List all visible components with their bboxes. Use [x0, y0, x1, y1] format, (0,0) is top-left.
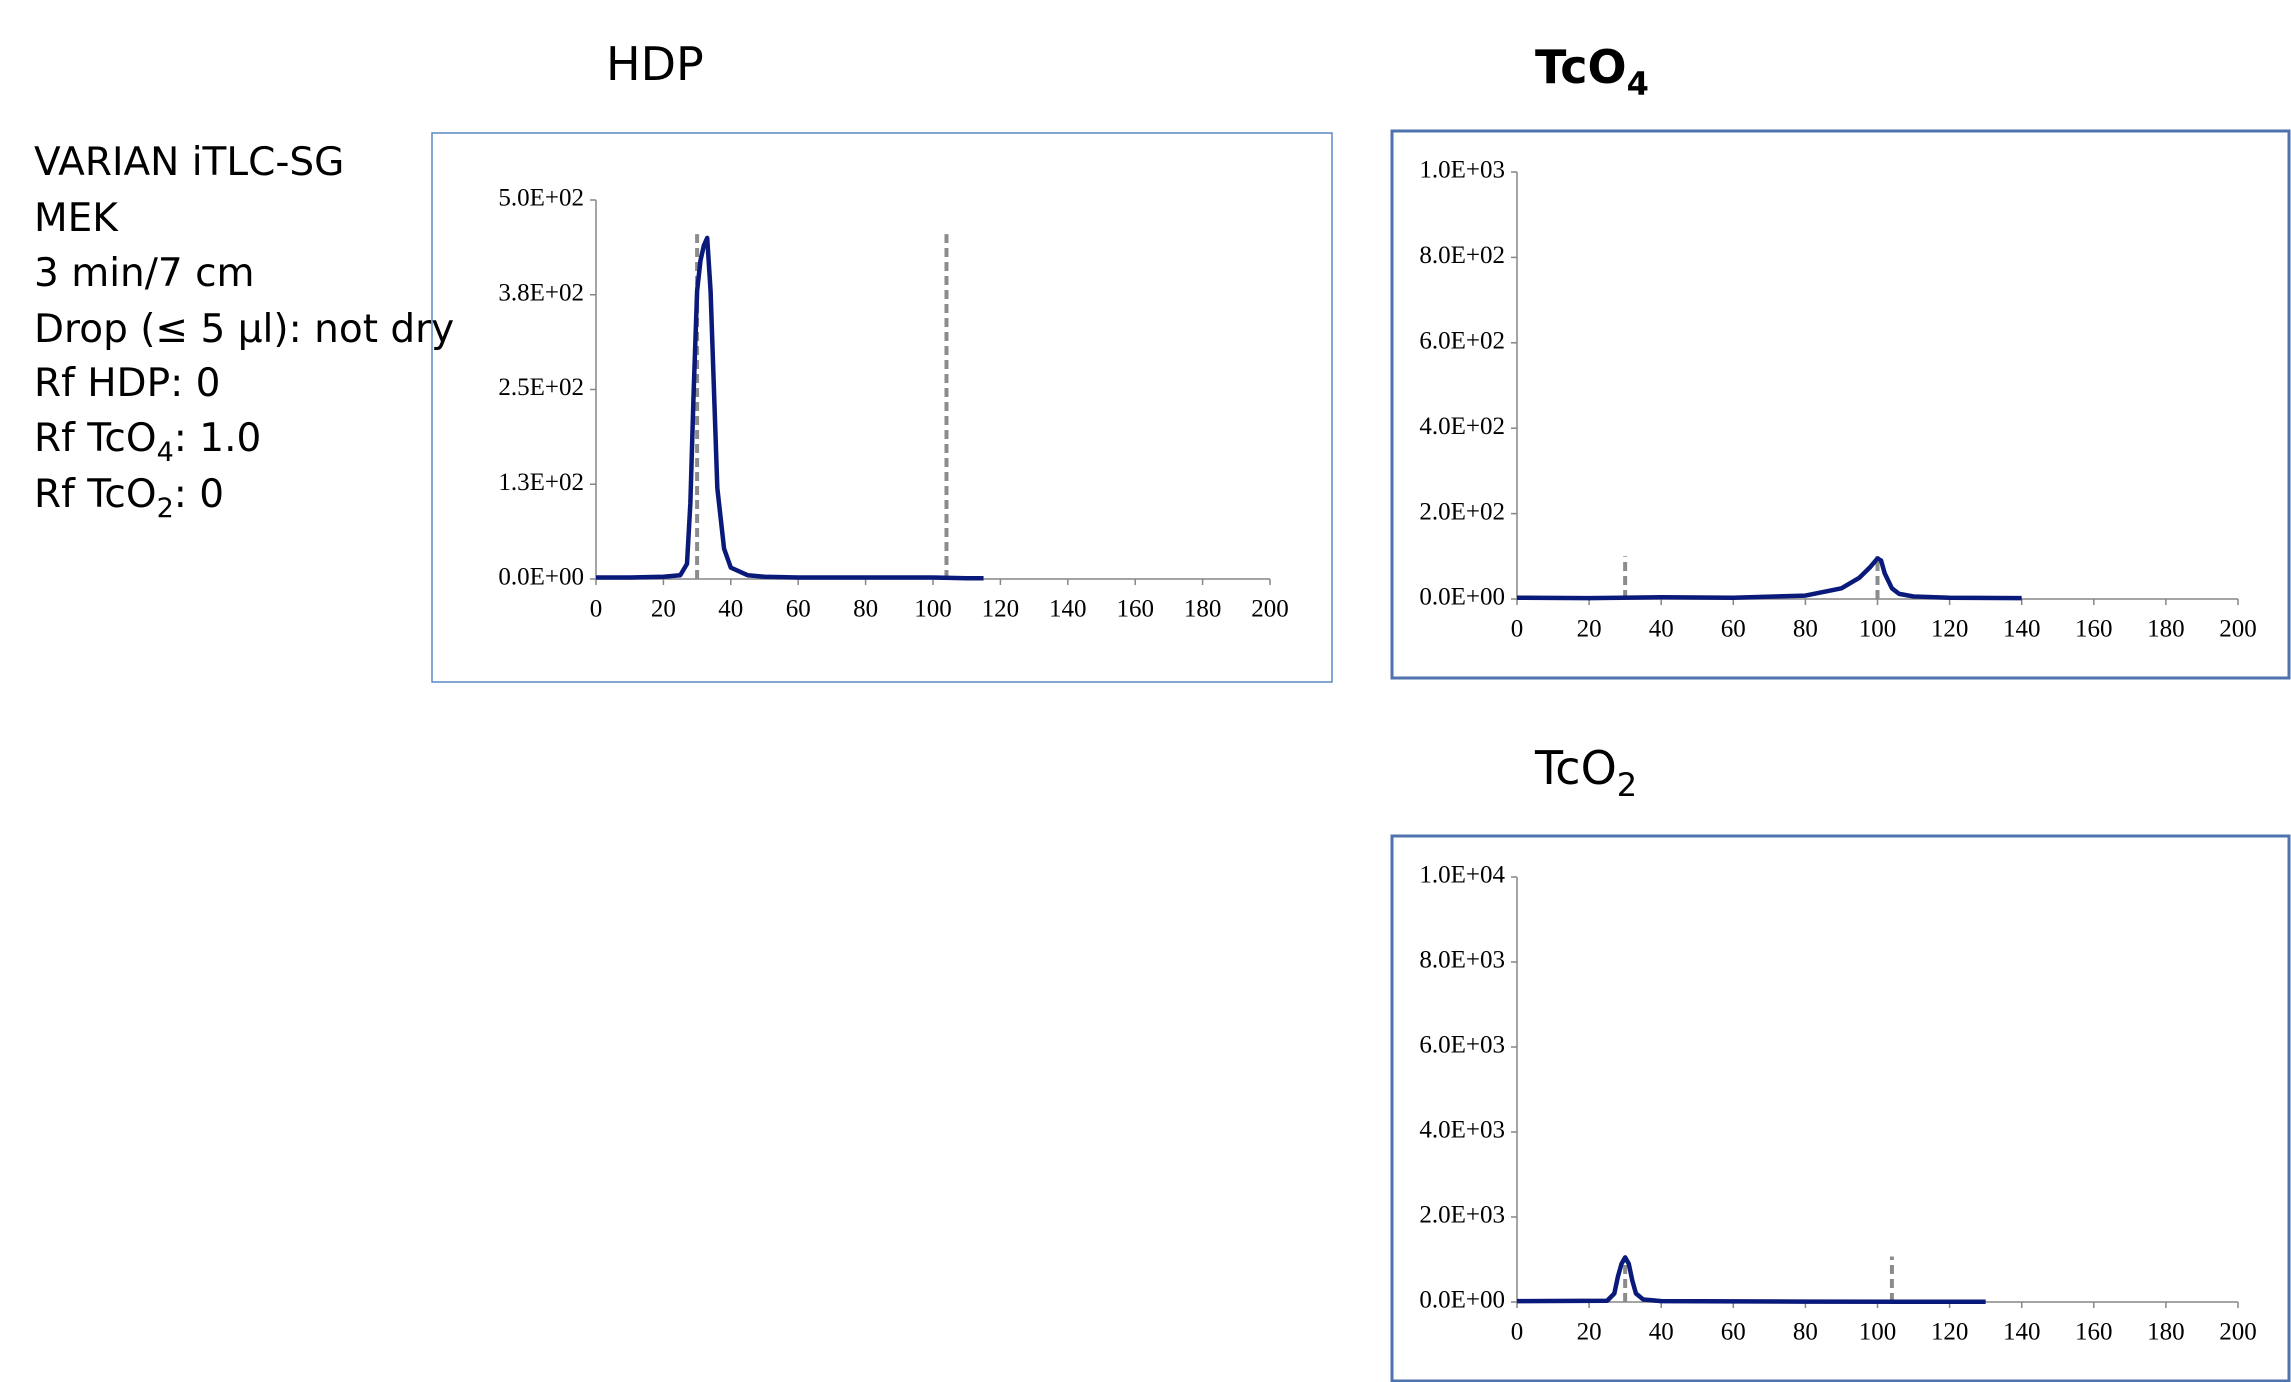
chart-border — [1390, 834, 2291, 1382]
x-tick-label: 100 — [1859, 616, 1897, 643]
y-tick-label: 5.0E+02 — [498, 185, 584, 212]
x-tick-label: 100 — [1859, 1319, 1897, 1346]
x-tick-label: 180 — [2147, 616, 2185, 643]
x-tick-label: 140 — [2003, 616, 2041, 643]
note-text: 3 min/7 cm — [34, 251, 255, 296]
note-subscript: 4 — [157, 437, 174, 468]
x-tick-label: 160 — [1116, 596, 1154, 623]
note-line: Rf TcO2: 0 — [34, 472, 224, 524]
y-tick-label: 1.0E+04 — [1419, 862, 1505, 889]
note-line: 3 min/7 cm — [34, 251, 255, 296]
note-text: Rf TcO — [34, 472, 157, 517]
x-tick-label: 60 — [1721, 1319, 1746, 1346]
y-tick-label: 8.0E+03 — [1419, 947, 1505, 974]
y-tick-label: 2.0E+03 — [1419, 1202, 1505, 1229]
y-tick-label: 0.0E+00 — [498, 564, 584, 591]
x-tick-label: 60 — [1721, 616, 1746, 643]
data-line — [1516, 1255, 1986, 1305]
note-text: Rf TcO — [34, 416, 157, 461]
x-tick-label: 60 — [786, 596, 811, 623]
chart-title-text: TcO — [1535, 40, 1627, 94]
chart-border — [431, 132, 1333, 683]
data-line — [1516, 556, 2022, 601]
chart-title-text: TcO — [1534, 741, 1617, 795]
x-tick-label: 80 — [853, 596, 878, 623]
y-tick-label: 4.0E+02 — [1419, 413, 1505, 440]
x-tick-label: 80 — [1793, 616, 1818, 643]
chart: TcO2 0.0E+00 2.0E+03 4.0E+03 6.0E+03 8.0E+03 1… — [1390, 741, 2291, 1382]
x-tick-label: 120 — [1931, 616, 1969, 643]
x-tick-label: 0 — [1511, 1319, 1524, 1346]
x-tick-label: 100 — [914, 596, 952, 623]
chart-title: TcO2 — [1534, 741, 1637, 804]
x-tick-label: 160 — [2075, 616, 2113, 643]
note-line: VARIAN iTLC-SG — [34, 140, 344, 185]
note-text: VARIAN iTLC-SG — [34, 140, 344, 185]
y-tick-label: 3.8E+02 — [498, 279, 584, 306]
chart-border — [1390, 129, 2291, 680]
chart-title: TcO4 — [1535, 40, 1649, 103]
x-tick-label: 140 — [1049, 596, 1087, 623]
x-tick-label: 120 — [982, 596, 1020, 623]
note-line: Drop (≤ 5 µl): not dry — [34, 307, 454, 352]
x-tick-label: 120 — [1931, 1319, 1969, 1346]
y-tick-label: 6.0E+03 — [1419, 1032, 1505, 1059]
y-tick-label: 8.0E+02 — [1419, 242, 1505, 269]
data-line — [596, 235, 984, 581]
x-tick-label: 20 — [1577, 1319, 1602, 1346]
x-tick-label: 180 — [2147, 1319, 2185, 1346]
y-tick-label: 2.5E+02 — [498, 374, 584, 401]
x-tick-label: 40 — [1649, 616, 1674, 643]
note-subscript: 2 — [157, 493, 174, 524]
note-text: : 0 — [174, 472, 224, 517]
chart-title-subscript: 4 — [1627, 65, 1649, 103]
y-tick-label: 1.3E+02 — [498, 469, 584, 496]
note-line: Rf TcO4: 1.0 — [34, 416, 261, 468]
chart: TcO4 0.0E+00 2.0E+02 4.0E+02 6.0E+02 8.0E+02 1… — [1390, 40, 2291, 680]
chart-title-text: HDP — [606, 37, 704, 91]
y-tick-label: 6.0E+02 — [1419, 328, 1505, 355]
y-tick-label: 1.0E+03 — [1419, 157, 1505, 184]
note-text: Rf HDP: 0 — [34, 361, 220, 406]
y-tick-label: 2.0E+02 — [1419, 498, 1505, 525]
x-tick-label: 0 — [590, 596, 603, 623]
x-tick-label: 0 — [1511, 616, 1524, 643]
x-tick-label: 200 — [1251, 596, 1289, 623]
x-tick-label: 40 — [718, 596, 743, 623]
x-tick-label: 20 — [651, 596, 676, 623]
note-text: Drop (≤ 5 µl): not dry — [34, 307, 454, 352]
x-tick-label: 180 — [1184, 596, 1222, 623]
x-tick-label: 200 — [2219, 1319, 2257, 1346]
note-text: MEK — [34, 196, 119, 241]
x-tick-label: 200 — [2219, 616, 2257, 643]
x-tick-label: 40 — [1649, 1319, 1674, 1346]
chart: HDP 0.0E+00 1.3E+02 2.5E+02 3.8E+02 5.0E+02 0 2… — [431, 37, 1333, 683]
note-line: MEK — [34, 196, 119, 241]
y-tick-label: 4.0E+03 — [1419, 1117, 1505, 1144]
note-text: : 1.0 — [174, 416, 262, 461]
y-tick-label: 0.0E+00 — [1419, 584, 1505, 611]
chart-title-subscript: 2 — [1617, 766, 1637, 804]
x-tick-label: 20 — [1577, 616, 1602, 643]
chart-title: HDP — [606, 37, 704, 91]
x-tick-label: 80 — [1793, 1319, 1818, 1346]
y-tick-label: 0.0E+00 — [1419, 1287, 1505, 1314]
note-line: Rf HDP: 0 — [34, 361, 220, 406]
x-tick-label: 140 — [2003, 1319, 2041, 1346]
x-tick-label: 160 — [2075, 1319, 2113, 1346]
